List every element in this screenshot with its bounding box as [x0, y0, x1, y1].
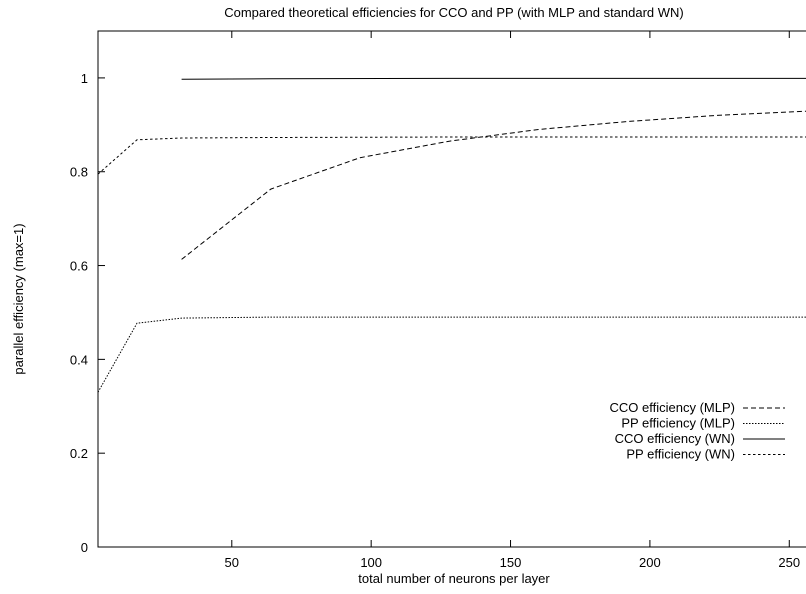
series-line-4	[97, 136, 806, 175]
y-axis-label: parallel efficiency (max=1)	[11, 223, 26, 374]
x-tick-label: 100	[360, 555, 382, 570]
series-line-1	[181, 110, 806, 260]
legend: CCO efficiency (MLP)PP efficiency (MLP)C…	[610, 400, 785, 462]
series-line-2	[97, 316, 806, 393]
legend-label: CCO efficiency (MLP)	[610, 400, 735, 415]
y-tick-label: 0.6	[70, 259, 88, 274]
legend-label: PP efficiency (WN)	[626, 447, 735, 462]
y-tick-label: 1	[81, 71, 88, 86]
x-tick-label: 150	[500, 555, 522, 570]
plot-frame	[97, 30, 806, 548]
series-layer	[97, 77, 806, 393]
x-axis-label: total number of neurons per layer	[358, 571, 550, 586]
y-tick-label: 0.8	[70, 165, 88, 180]
y-tick-label: 0	[81, 540, 88, 555]
x-tick-label: 250	[778, 555, 800, 570]
y-tick-label: 0.2	[70, 446, 88, 461]
series-line-3	[181, 77, 806, 80]
x-tick-label: 50	[225, 555, 239, 570]
chart-title: Compared theoretical efficiencies for CC…	[224, 5, 684, 20]
x-tick-label: 200	[639, 555, 661, 570]
y-tick-label: 0.4	[70, 352, 88, 367]
legend-label: PP efficiency (MLP)	[621, 416, 735, 431]
legend-label: CCO efficiency (WN)	[615, 431, 735, 446]
